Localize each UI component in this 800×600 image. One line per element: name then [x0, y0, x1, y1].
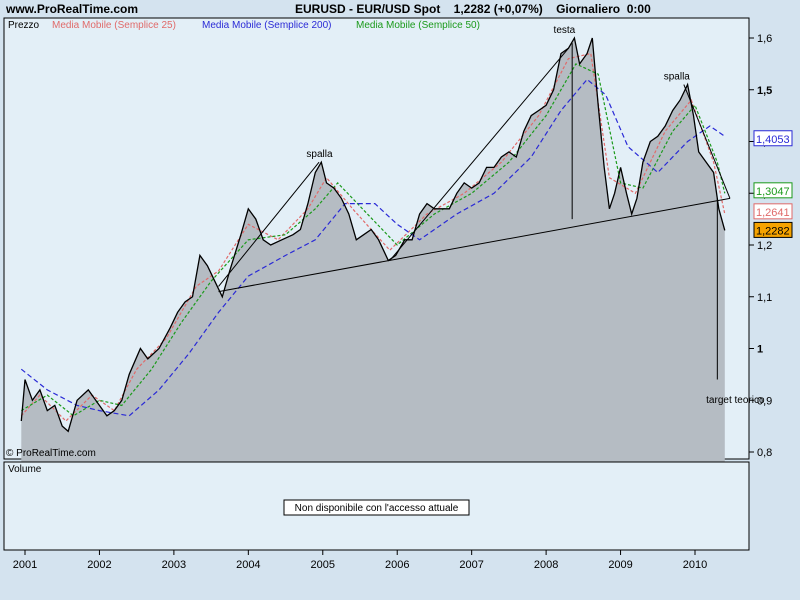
x-tick-label-1: 2002: [87, 559, 111, 571]
y-tick-label-1: 0,9: [757, 395, 772, 407]
annotation-3: target teorico: [706, 395, 765, 406]
y-tick-label-8: 1,6: [757, 33, 772, 45]
price-tag-box-1: [753, 182, 793, 199]
price-plot: spalla testa spalla target teorico: [20, 25, 765, 463]
x-axis: 2001 2002 2003 2004 2005 2006 2007 2008 2009 2010: [13, 550, 707, 571]
annotation-0: spalla: [306, 149, 333, 160]
x-tick-label-5: 2006: [385, 559, 409, 571]
trendline-1: [389, 48, 569, 261]
ma-line-0: [20, 52, 726, 422]
watermark: © ProRealTime.com: [6, 448, 96, 459]
x-tick-label-3: 2004: [236, 559, 260, 571]
annotation-2: spalla: [664, 71, 691, 82]
price-tags: 1,4053 1,3047 1,2641 1,2282: [753, 130, 793, 238]
y-tick-label-2: 1: [757, 344, 763, 356]
x-tick-label-4: 2005: [311, 559, 335, 571]
ma-line-2: [20, 78, 726, 417]
price-tag-label-2: 1,2641: [756, 207, 790, 219]
x-tick-label-9: 2010: [683, 559, 707, 571]
price-tag-box-0: [753, 130, 793, 147]
price-tag-label-3: 1,2282: [756, 225, 790, 237]
chart-title: EURUSD - EUR/USD Spot 1,2282 (+0,07%) Gi…: [295, 2, 651, 16]
x-tick-label-2: 2003: [162, 559, 186, 571]
x-tick-label-7: 2008: [534, 559, 558, 571]
price-panel-label: Prezzo: [8, 20, 40, 31]
legend-ma25: Media Mobile (Semplice 25): [52, 20, 176, 31]
price-tag-label-1: 1,3047: [756, 186, 790, 198]
price-area: [21, 38, 725, 463]
trendline-3: [218, 197, 731, 293]
y-axis: 0,80,911,11,21,31,41,51,6: [749, 33, 772, 459]
trendline-2: [683, 84, 731, 199]
app-header: www.ProRealTime.com EURUSD - EUR/USD Spo…: [0, 0, 800, 18]
volume-notice-box: [283, 499, 470, 516]
volume-panel-label: Volume: [8, 464, 42, 475]
annotation-1: testa: [554, 25, 576, 36]
x-tick-label-8: 2009: [608, 559, 632, 571]
price-tag-label-0: 1,4053: [756, 134, 790, 146]
site-name[interactable]: www.ProRealTime.com: [6, 2, 139, 16]
x-tick-label-0: 2001: [13, 559, 37, 571]
price-tag-box-2: [753, 203, 793, 220]
y-tick-label-4: 1,2: [757, 240, 772, 252]
volume-notice: Non disponibile con l'accesso attuale: [295, 503, 459, 514]
x-tick-label-6: 2007: [459, 559, 483, 571]
price-tag-box-3: [753, 221, 793, 238]
legend-ma50: Media Mobile (Semplice 50): [356, 20, 480, 31]
trendline-0: [218, 161, 320, 287]
y-tick-label-3: 1,1: [757, 292, 772, 304]
y-tick-label-7: 1,5: [757, 85, 772, 97]
legend-ma200: Media Mobile (Semplice 200): [202, 20, 332, 31]
y-tick-label-0: 0,8: [757, 447, 772, 459]
